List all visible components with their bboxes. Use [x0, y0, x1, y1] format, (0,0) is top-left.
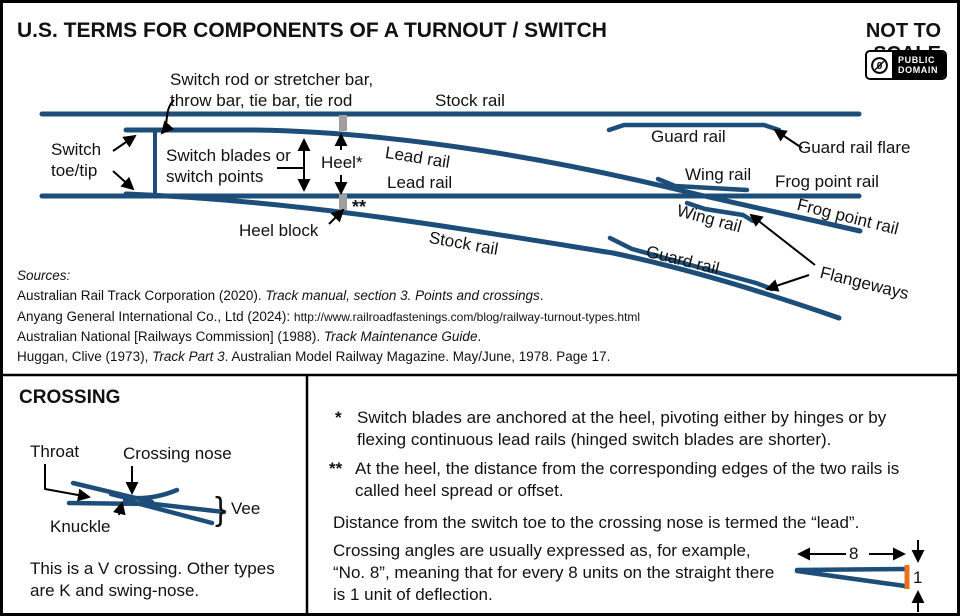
heel-block-arrow [328, 208, 345, 225]
angle-wedge-top-line [794, 566, 910, 573]
public-domain-label: PUBLIC DOMAIN [892, 52, 946, 78]
public-domain-zero-icon: 0 [867, 52, 892, 78]
source-line: Australian Rail Track Corporation (2020)… [17, 288, 544, 304]
lead-rail-straight-label: Lead rail [387, 173, 453, 192]
flangeway-arrow-frog [749, 213, 816, 266]
angle-wedge-bottom-line [794, 568, 908, 589]
knuckle-label: Knuckle [50, 517, 111, 536]
heel-block-top [339, 115, 347, 131]
throat-label: Throat [30, 442, 80, 461]
guard-rail-flare-arrow [773, 128, 803, 149]
wing-rail-top-label: Wing rail [685, 165, 752, 184]
source-line: Huggan, Clive (1973), Track Part 3. Aust… [17, 349, 611, 365]
diverging-lead-rail-line [123, 127, 863, 234]
vee-brace: } [215, 490, 227, 527]
source-line: Anyang General International Co., Ltd (2… [17, 308, 641, 324]
guard-rail-diverging-line [607, 235, 775, 292]
svg-text:0: 0 [877, 61, 883, 72]
switch-toe-arrow-bottom [112, 170, 135, 191]
crossing-angle-diagram [794, 540, 925, 612]
switch-toe-arrow-top [112, 134, 137, 152]
source-url: http://www.railroadfastenings.com/blog/r… [293, 309, 641, 324]
straight-units-value: 8 [849, 544, 859, 563]
crossing-section-title: CROSSING [19, 387, 121, 408]
note-switch-blades: * Switch blades are anchored at the heel… [335, 408, 887, 449]
guard-rail-top-label: Guard rail [651, 127, 726, 146]
source-line: Australian National [Railways Commission… [17, 328, 482, 344]
page-title: U.S. TERMS FOR COMPONENTS OF A TURNOUT /… [17, 19, 607, 42]
stock-rail-top-label: Stock rail [435, 91, 505, 110]
crossing-vee-rail [122, 497, 215, 526]
vee-label: } Vee [215, 490, 261, 527]
note-marker-single-star: * [335, 408, 342, 427]
note-heel-spread: ** At the heel, the distance from the co… [329, 459, 900, 500]
deflection-units-value: 1 [913, 568, 923, 587]
crossing-through-rail [66, 500, 227, 515]
sources-block: Sources: Australian Rail Track Corporati… [17, 266, 640, 367]
diagram-artwork [3, 99, 957, 613]
crossing-caption: This is a V crossing. Other types are K … [30, 559, 275, 600]
heel-spread-marker: ** [352, 197, 367, 217]
note-lead: Distance from the switch toe to the cros… [333, 513, 860, 532]
public-domain-badge: 0 PUBLIC DOMAIN [865, 50, 948, 80]
knuckle-arrow [113, 501, 126, 516]
note-marker-double-star: ** [329, 459, 343, 478]
switch-toe-label: Switch toe/tip [51, 140, 102, 180]
crossing-nose-label: Crossing nose [123, 444, 232, 463]
heel-block-bottom [339, 194, 347, 210]
wing-rail-lower-line [684, 200, 756, 224]
wing-rail-upper-line [655, 176, 750, 193]
sources-heading: Sources: [17, 268, 71, 283]
switch-rod-arrow [160, 99, 175, 135]
switch-blades-label: Switch blades or switch points [166, 146, 291, 186]
heel-label: Heel* [321, 153, 363, 172]
guard-rail-top-line [606, 122, 782, 133]
guard-rail-flare-label: Guard rail flare [798, 138, 911, 157]
frog-point-rail-straight-label: Frog point rail [775, 172, 879, 191]
note-crossing-angle: Crossing angles are usually expressed as… [333, 541, 775, 604]
flangeway-arrow-guard [765, 274, 810, 292]
throat-arrow [44, 464, 91, 502]
switch-rod-label: Switch rod or stretcher bar, throw bar, … [170, 70, 374, 110]
heel-block-label: Heel block [239, 221, 319, 240]
crossing-diagram [44, 464, 227, 526]
diverging-stock-rail-line [123, 191, 842, 321]
crossing-knuckle-rail [108, 487, 180, 501]
